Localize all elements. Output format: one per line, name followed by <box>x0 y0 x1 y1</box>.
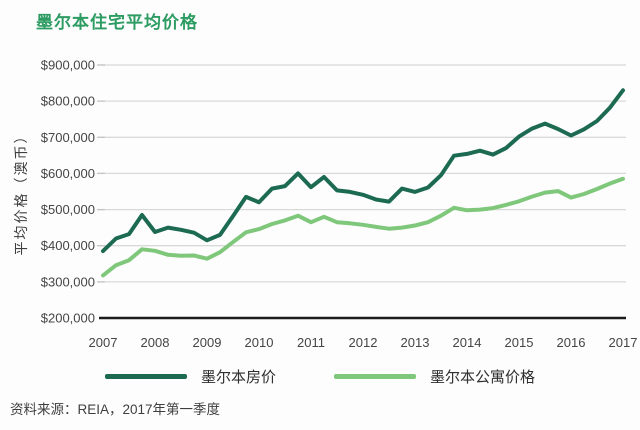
x-tick-label: 2010 <box>245 335 274 350</box>
legend-label-apartment: 墨尔本公寓价格 <box>430 369 536 386</box>
y-tick-label: $700,000 <box>41 130 95 145</box>
x-tick-label: 2012 <box>349 335 378 350</box>
y-tick-label: $500,000 <box>41 202 95 217</box>
x-tick-label: 2007 <box>89 335 118 350</box>
x-tick-label: 2013 <box>401 335 430 350</box>
x-tick-label: 2017 <box>609 335 638 350</box>
y-tick-label: $200,000 <box>41 311 95 326</box>
x-tick-label: 2008 <box>141 335 170 350</box>
x-tick-label: 2015 <box>505 335 534 350</box>
x-tick-label: 2016 <box>557 335 586 350</box>
x-tick-label: 2009 <box>193 335 222 350</box>
y-tick-label: $400,000 <box>41 238 95 253</box>
y-tick-label: $900,000 <box>41 58 95 73</box>
chart-legend: 墨尔本房价 墨尔本公寓价格 <box>0 366 640 387</box>
x-tick-label: 2014 <box>453 335 482 350</box>
y-tick-label: $300,000 <box>41 274 95 289</box>
series-line-apartment <box>101 176 625 278</box>
legend-label-house: 墨尔本房价 <box>200 369 276 386</box>
chart-title: 墨尔本住宅平均价格 <box>36 13 198 32</box>
y-axis-title: 平均价格（澳币） <box>13 128 29 256</box>
y-tick-label: $800,000 <box>41 94 95 109</box>
y-tick-label: $600,000 <box>41 166 95 181</box>
series-line-house <box>101 88 625 254</box>
legend-item-apartment: 墨尔本公寓价格 <box>334 366 535 387</box>
legend-item-house: 墨尔本房价 <box>104 366 276 387</box>
apartment-line-swatch <box>334 374 416 379</box>
source-note: 资料来源：REIA，2017年第一季度 <box>10 402 221 417</box>
house-line-swatch <box>104 374 187 379</box>
x-tick-label: 2011 <box>297 335 325 350</box>
